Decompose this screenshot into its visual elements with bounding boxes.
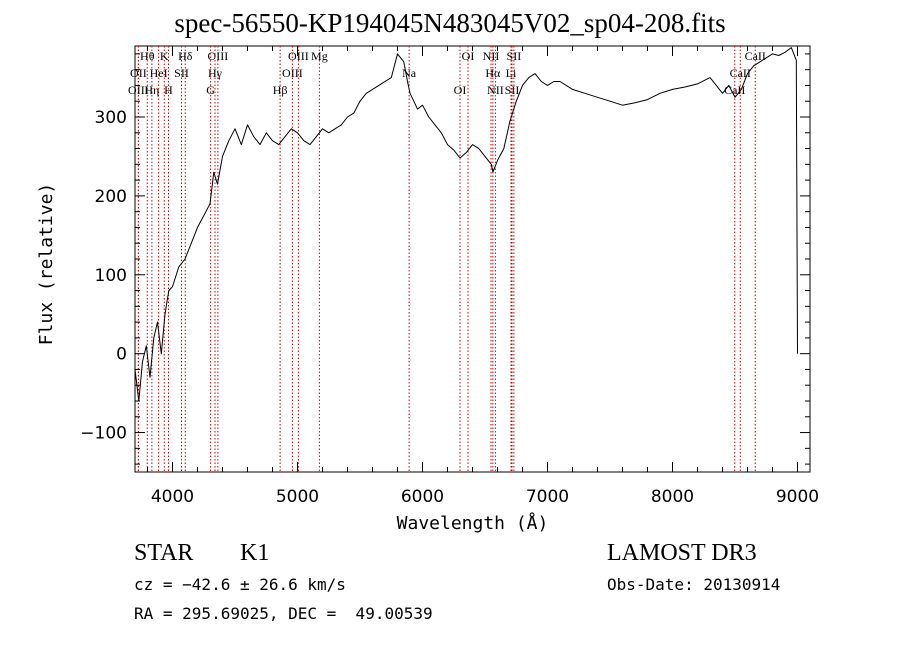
object-class: STAR [134, 540, 194, 566]
line-label: CaII [724, 83, 745, 97]
y-axis-label: Flux (relative) [36, 183, 57, 346]
line-label: OII [130, 66, 147, 80]
line-label: Li [506, 66, 517, 80]
y-tick-label: 0 [116, 345, 127, 365]
x-tick-label: 8000 [651, 487, 694, 507]
line-label: K [160, 49, 169, 63]
x-tick-label: 6000 [401, 487, 444, 507]
line-label: Hη [144, 83, 159, 97]
line-label: SII [505, 83, 520, 97]
y-tick-label: −100 [80, 424, 127, 444]
y-tick-label: 200 [95, 187, 127, 207]
x-tick-label: 5000 [276, 487, 319, 507]
line-label: G [206, 83, 215, 97]
chart-title: spec-56550-KP194045N483045V02_sp04-208.f… [174, 8, 726, 38]
x-axis-label: Wavelength (Å) [397, 512, 549, 534]
line-label: OIII [128, 83, 149, 97]
line-label: Hα [485, 66, 501, 80]
y-tick-label: 100 [95, 266, 127, 286]
line-label: HeI [150, 66, 168, 80]
line-label: SII [507, 49, 522, 63]
obs-date: Obs-Date: 20130914 [607, 575, 781, 594]
y-tick-label: 300 [95, 108, 127, 128]
survey-label: LAMOST DR3 [607, 540, 757, 566]
x-tick-label: 9000 [776, 487, 819, 507]
line-label: H [164, 83, 173, 97]
coordinates: RA = 295.69025, DEC = 49.00539 [134, 604, 433, 623]
spectrum-line [134, 47, 798, 402]
line-label: NII [483, 49, 500, 63]
line-label: OIII [282, 66, 303, 80]
subclass: K1 [240, 540, 270, 566]
line-label: OIII [288, 49, 309, 63]
x-tick-label: 4000 [151, 487, 194, 507]
line-label: Na [402, 66, 417, 80]
x-tick-label: 7000 [526, 487, 569, 507]
redshift-info: cz = −42.6 ± 26.6 km/s [134, 575, 346, 594]
line-label: Hδ [178, 49, 193, 63]
line-label: Hθ [140, 49, 155, 63]
line-label: Hγ [208, 66, 223, 80]
line-label: SII [174, 66, 189, 80]
line-label: NII [487, 83, 504, 97]
line-label: CaII [730, 66, 751, 80]
line-label: CaII [745, 49, 766, 63]
line-label: OI [462, 49, 475, 63]
line-label: Hβ [273, 83, 288, 97]
line-label: OIII [208, 49, 229, 63]
plot-frame [134, 45, 811, 473]
line-label: OI [454, 83, 467, 97]
line-label: Mg [311, 49, 328, 63]
